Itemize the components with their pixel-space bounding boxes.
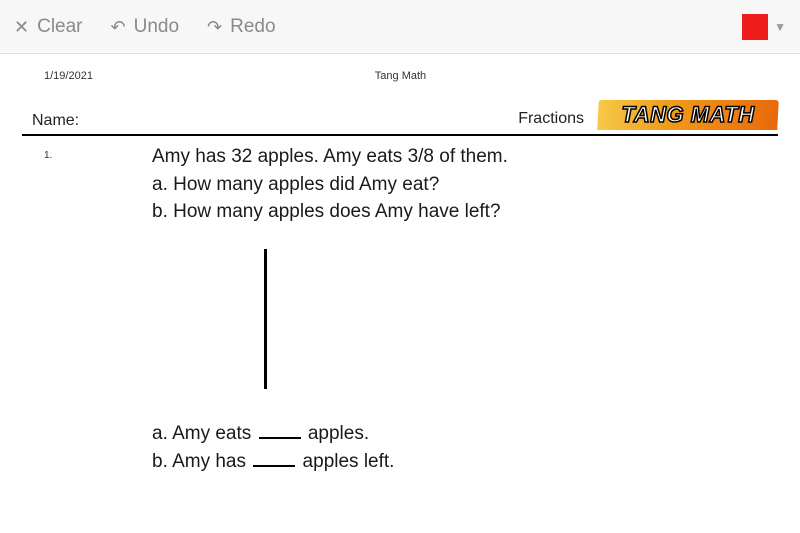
chevron-down-icon: ▼ [774,20,786,34]
header-right: Fractions TANG MATH [518,100,778,130]
question-part-b: b. How many apples does Amy have left? [152,199,778,225]
clear-label: Clear [37,16,82,38]
page-center-title: Tang Math [93,70,708,82]
page-header-row: 1/19/2021 Tang Math [22,70,778,82]
page-date: 1/19/2021 [44,70,93,82]
close-icon: ✕ [14,18,29,36]
work-area[interactable] [152,249,778,399]
page-title-row: Name: Fractions TANG MATH [22,100,778,136]
question-part-a: a. How many apples did Amy eat? [152,172,778,198]
worksheet-page: 1/19/2021 Tang Math Name: Fractions TANG… [0,54,800,533]
answer-b-post: apples left. [297,451,394,472]
answer-line-b: b. Amy has apples left. [152,449,778,475]
toolbar: ✕ Clear ↶ Undo ↷ Redo ▼ [0,0,800,54]
question-body: Amy has 32 apples. Amy eats 3/8 of them.… [152,144,778,476]
color-swatch [742,14,768,40]
clear-button[interactable]: ✕ Clear [14,16,83,38]
answer-a-pre: a. Amy eats [152,423,257,444]
undo-button[interactable]: ↶ Undo [111,16,180,38]
answer-a-blank[interactable] [259,422,301,439]
answer-b-blank[interactable] [253,449,295,466]
question-prompt-1: Amy has 32 apples. Amy eats 3/8 of them. [152,144,778,170]
drawn-vertical-line [264,249,267,389]
answer-b-pre: b. Amy has [152,451,251,472]
answer-section: a. Amy eats apples. b. Amy has apples le… [152,421,778,474]
topic-label: Fractions [518,110,584,128]
undo-icon: ↶ [111,18,126,36]
redo-icon: ↷ [207,18,222,36]
redo-label: Redo [230,16,275,38]
logo-text: TANG MATH [598,100,778,130]
question-number: 1. [22,144,152,476]
answer-a-post: apples. [303,423,370,444]
color-picker[interactable]: ▼ [742,14,786,40]
brand-logo: TANG MATH [598,100,778,130]
redo-button[interactable]: ↷ Redo [207,16,276,38]
answer-line-a: a. Amy eats apples. [152,421,778,447]
name-label: Name: [32,112,79,130]
undo-label: Undo [134,16,179,38]
question-block: 1. Amy has 32 apples. Amy eats 3/8 of th… [22,144,778,476]
